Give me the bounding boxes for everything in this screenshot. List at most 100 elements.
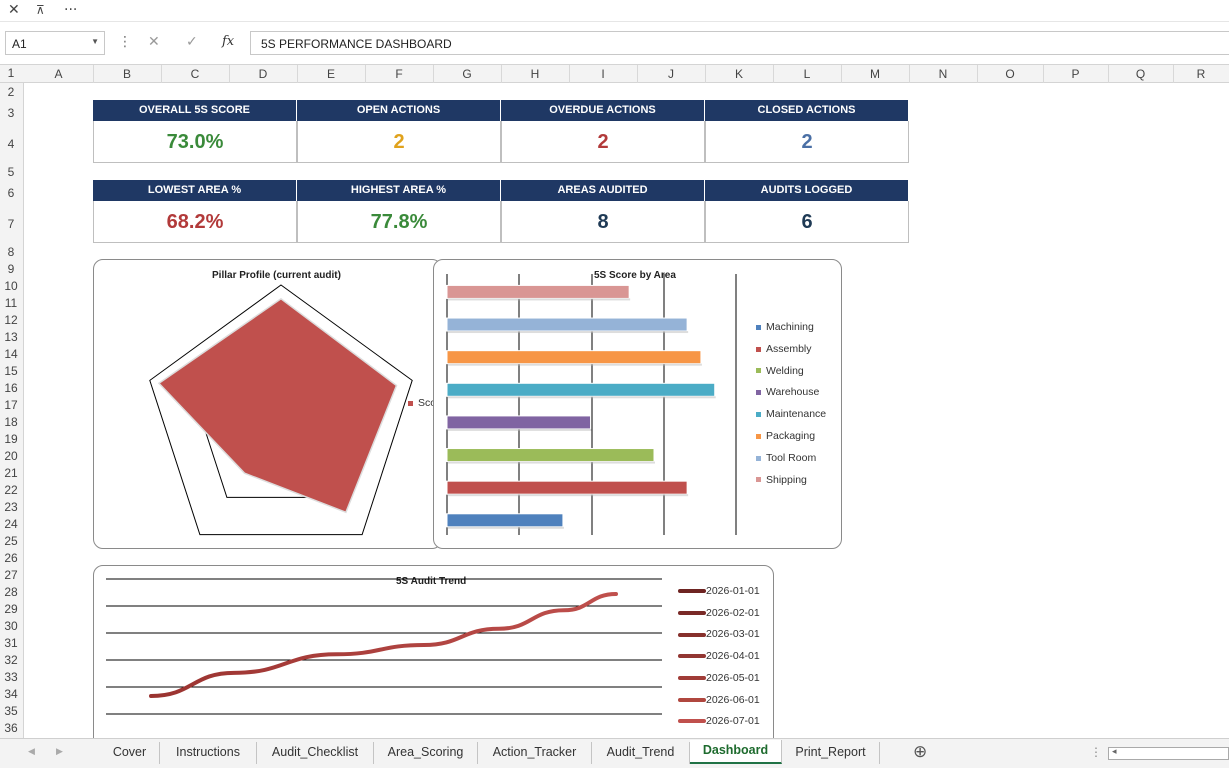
- row-header[interactable]: 20: [4, 448, 18, 463]
- kpi-value[interactable]: 8: [501, 201, 705, 243]
- tab-dashboard[interactable]: Dashboard: [690, 740, 782, 764]
- row-header[interactable]: 24: [4, 516, 18, 531]
- tab-print-report[interactable]: Print_Report: [782, 742, 880, 764]
- row-header[interactable]: 17: [4, 397, 18, 412]
- row-header[interactable]: 27: [4, 567, 18, 582]
- row-header[interactable]: 33: [4, 669, 18, 684]
- row-header[interactable]: 23: [4, 499, 18, 514]
- column-header[interactable]: C: [190, 67, 200, 81]
- kpi-value[interactable]: 2: [501, 121, 705, 163]
- column-header[interactable]: O: [1005, 67, 1015, 81]
- bar-warehouse[interactable]: [446, 415, 592, 430]
- column-header[interactable]: J: [668, 67, 674, 81]
- kpi-value[interactable]: 2: [705, 121, 909, 163]
- bar-welding[interactable]: [446, 448, 655, 463]
- pillar-profile-chart[interactable]: Pillar Profile (current audit) Sco: [93, 259, 442, 549]
- column-header[interactable]: A: [54, 67, 63, 81]
- enter-icon[interactable]: ✓: [186, 34, 198, 50]
- column-header[interactable]: P: [1071, 67, 1080, 81]
- kpi-value[interactable]: 73.0%: [93, 121, 297, 163]
- row-header[interactable]: 25: [4, 533, 18, 548]
- row-header[interactable]: 11: [4, 295, 18, 310]
- name-box[interactable]: A1 ▼: [5, 31, 105, 55]
- row-header[interactable]: 34: [4, 686, 18, 701]
- row-header[interactable]: 30: [4, 618, 18, 633]
- nav-prev-icon[interactable]: ◀: [28, 746, 35, 756]
- row-header[interactable]: 15: [4, 363, 18, 378]
- add-sheet-icon[interactable]: ⊕: [913, 742, 928, 762]
- column-header[interactable]: K: [734, 67, 743, 81]
- row-header[interactable]: 22: [4, 482, 18, 497]
- scroll-left-icon[interactable]: ◂: [1112, 746, 1117, 756]
- column-header[interactable]: I: [601, 67, 605, 81]
- bar-assembly[interactable]: [446, 480, 688, 495]
- tab-cover[interactable]: Cover: [100, 742, 160, 764]
- audit-trend-chart[interactable]: 5S Audit Trend 2026-01-01 2026-02-01 2026-…: [93, 565, 774, 755]
- row-header[interactable]: 29: [4, 601, 18, 616]
- row-header[interactable]: 28: [4, 584, 18, 599]
- bar-packaging[interactable]: [446, 350, 702, 365]
- insert-function-icon[interactable]: fx: [222, 34, 235, 49]
- column-header[interactable]: H: [530, 67, 540, 81]
- tab-area-scoring[interactable]: Area_Scoring: [374, 742, 478, 764]
- row-header[interactable]: 31: [4, 635, 18, 650]
- bar-machining[interactable]: [446, 513, 564, 528]
- row-header[interactable]: 9: [7, 261, 15, 276]
- cancel-icon[interactable]: ✕: [148, 34, 160, 50]
- bar-plot: [446, 274, 737, 535]
- area-score-chart[interactable]: 5S Score by Area Machining Assembly Weldin…: [433, 259, 842, 549]
- row-header[interactable]: 10: [4, 278, 18, 293]
- row-header[interactable]: 13: [4, 329, 18, 344]
- column-header[interactable]: G: [462, 67, 472, 81]
- row-header[interactable]: 3: [7, 105, 15, 120]
- kpi-value[interactable]: 68.2%: [93, 201, 297, 243]
- nav-next-icon[interactable]: ▶: [56, 746, 63, 756]
- column-header[interactable]: D: [258, 67, 268, 81]
- row-header[interactable]: 2: [7, 84, 15, 99]
- row-header[interactable]: 4: [7, 137, 15, 151]
- bar-maintenance[interactable]: [446, 382, 716, 397]
- bar-tool-room[interactable]: [446, 317, 688, 332]
- column-header[interactable]: E: [326, 67, 335, 81]
- horizontal-scrollbar[interactable]: ◂: [1108, 746, 1229, 760]
- pin-icon[interactable]: ⊼: [36, 3, 45, 17]
- column-divider: [365, 65, 366, 83]
- chevron-down-icon[interactable]: ▼: [91, 37, 99, 46]
- column-header[interactable]: N: [938, 67, 948, 81]
- row-header[interactable]: 6: [7, 185, 15, 200]
- row-header[interactable]: 36: [4, 720, 18, 735]
- row-header[interactable]: 35: [4, 703, 18, 718]
- row-header[interactable]: 19: [4, 431, 18, 446]
- kpi-value[interactable]: 2: [297, 121, 501, 163]
- bar-legend-item: Maintenance: [756, 408, 826, 420]
- column-header[interactable]: F: [395, 67, 403, 81]
- row-header[interactable]: 14: [4, 346, 18, 361]
- kpi-value[interactable]: 77.8%: [297, 201, 501, 243]
- trend-line[interactable]: [149, 592, 618, 698]
- formula-input[interactable]: 5S PERFORMANCE DASHBOARD: [250, 31, 1229, 55]
- row-header[interactable]: 21: [4, 465, 18, 480]
- row-header[interactable]: 5: [7, 164, 15, 179]
- row-header[interactable]: 8: [7, 244, 15, 259]
- row-header[interactable]: 32: [4, 652, 18, 667]
- kpi-value[interactable]: 6: [705, 201, 909, 243]
- column-header[interactable]: Q: [1135, 67, 1146, 81]
- row-header[interactable]: 12: [4, 312, 18, 327]
- row-header[interactable]: 16: [4, 380, 18, 395]
- bar-shipping[interactable]: [446, 284, 630, 299]
- tab-action-tracker[interactable]: Action_Tracker: [478, 742, 592, 764]
- tab-audit-checklist[interactable]: Audit_Checklist: [257, 742, 374, 764]
- tab-audit-trend[interactable]: Audit_Trend: [592, 742, 690, 764]
- row-header[interactable]: 7: [7, 217, 15, 231]
- close-icon[interactable]: ✕: [8, 2, 20, 18]
- column-header[interactable]: L: [803, 67, 811, 81]
- row-header[interactable]: 26: [4, 550, 18, 565]
- column-header[interactable]: M: [870, 67, 880, 81]
- column-header[interactable]: B: [122, 67, 131, 81]
- radar-series-area[interactable]: [157, 297, 398, 514]
- column-header[interactable]: R: [1196, 67, 1206, 81]
- tab-instructions[interactable]: Instructions: [160, 742, 257, 764]
- more-icon[interactable]: ···: [64, 2, 78, 18]
- row-header[interactable]: 1: [7, 66, 15, 80]
- row-header[interactable]: 18: [4, 414, 18, 429]
